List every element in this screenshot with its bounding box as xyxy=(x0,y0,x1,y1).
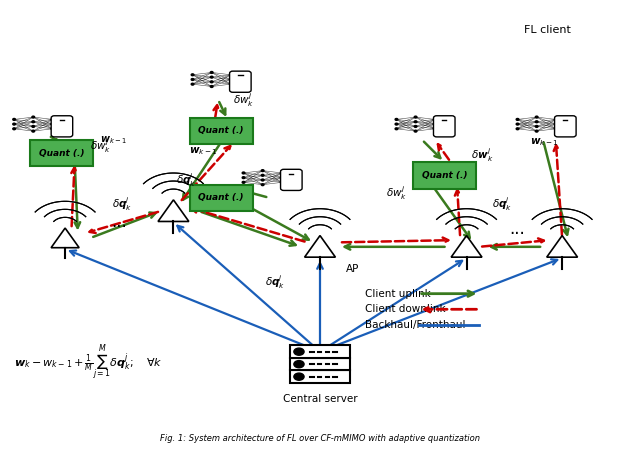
Circle shape xyxy=(211,86,213,88)
Circle shape xyxy=(294,361,304,368)
Circle shape xyxy=(535,126,538,128)
Text: $\boldsymbol{w}_k - w_{k-1} + \frac{1}{M}\sum_{j=1}^{M}\delta\boldsymbol{q}_k^j;: $\boldsymbol{w}_k - w_{k-1} + \frac{1}{M… xyxy=(14,343,163,383)
Text: Quant (.): Quant (.) xyxy=(422,171,467,180)
Circle shape xyxy=(535,116,538,118)
FancyBboxPatch shape xyxy=(280,169,302,190)
FancyBboxPatch shape xyxy=(433,116,455,137)
Circle shape xyxy=(51,128,54,130)
Circle shape xyxy=(280,177,283,179)
Circle shape xyxy=(32,130,35,132)
Circle shape xyxy=(535,130,538,132)
Text: Quant (.): Quant (.) xyxy=(198,193,244,202)
Text: $\delta\boldsymbol{w}_k^j$: $\delta\boldsymbol{w}_k^j$ xyxy=(471,146,493,164)
Circle shape xyxy=(414,116,417,118)
Circle shape xyxy=(230,74,232,76)
Circle shape xyxy=(242,181,245,183)
Circle shape xyxy=(516,123,519,125)
Circle shape xyxy=(554,123,557,125)
Circle shape xyxy=(516,128,519,130)
Circle shape xyxy=(414,126,417,128)
Text: Client uplink: Client uplink xyxy=(365,289,430,299)
Text: $\boldsymbol{w}_{k-1}$: $\boldsymbol{w}_{k-1}$ xyxy=(531,136,559,148)
Circle shape xyxy=(261,174,264,176)
Circle shape xyxy=(261,170,264,172)
Text: ...: ... xyxy=(111,213,127,231)
FancyBboxPatch shape xyxy=(290,358,350,370)
Circle shape xyxy=(191,74,194,76)
Circle shape xyxy=(414,130,417,132)
Text: FL client: FL client xyxy=(524,26,571,35)
FancyBboxPatch shape xyxy=(230,71,251,92)
Circle shape xyxy=(280,172,283,174)
Text: Fig. 1: System architecture of FL over CF-mMIMO with adaptive quantization: Fig. 1: System architecture of FL over C… xyxy=(160,434,480,443)
Text: AP: AP xyxy=(346,264,359,274)
Text: Quant (.): Quant (.) xyxy=(39,149,84,158)
Circle shape xyxy=(261,184,264,185)
Circle shape xyxy=(242,172,245,174)
Circle shape xyxy=(51,123,54,125)
Circle shape xyxy=(414,121,417,123)
Text: Quant (.): Quant (.) xyxy=(198,126,244,135)
Circle shape xyxy=(294,348,304,355)
Circle shape xyxy=(211,71,213,73)
Circle shape xyxy=(191,83,194,85)
Circle shape xyxy=(395,119,398,120)
FancyBboxPatch shape xyxy=(290,370,350,383)
Text: $\delta\boldsymbol{q}_k^j$: $\delta\boldsymbol{q}_k^j$ xyxy=(492,195,513,213)
Circle shape xyxy=(191,79,194,80)
Circle shape xyxy=(211,81,213,83)
Text: $\delta\boldsymbol{q}_k^j$: $\delta\boldsymbol{q}_k^j$ xyxy=(176,171,196,189)
Circle shape xyxy=(51,119,54,120)
FancyBboxPatch shape xyxy=(290,345,350,358)
Text: $\delta\boldsymbol{q}_k^j$: $\delta\boldsymbol{q}_k^j$ xyxy=(112,195,132,213)
Circle shape xyxy=(395,123,398,125)
FancyBboxPatch shape xyxy=(413,162,476,189)
Text: $\boldsymbol{w}_{k-1}$: $\boldsymbol{w}_{k-1}$ xyxy=(100,134,127,145)
FancyBboxPatch shape xyxy=(30,140,93,166)
Text: $\delta w_k^j$: $\delta w_k^j$ xyxy=(386,184,407,202)
FancyBboxPatch shape xyxy=(189,185,253,211)
FancyBboxPatch shape xyxy=(189,118,253,144)
Circle shape xyxy=(294,373,304,380)
Text: $\delta\boldsymbol{q}_k^j$: $\delta\boldsymbol{q}_k^j$ xyxy=(265,273,285,291)
Circle shape xyxy=(211,76,213,78)
Circle shape xyxy=(230,83,232,85)
Circle shape xyxy=(242,177,245,179)
Text: Central server: Central server xyxy=(283,394,357,404)
Text: $\boldsymbol{w}_{k-1}$: $\boldsymbol{w}_{k-1}$ xyxy=(189,145,218,157)
Circle shape xyxy=(280,181,283,183)
Circle shape xyxy=(433,128,436,130)
Text: ...: ... xyxy=(509,220,525,238)
Circle shape xyxy=(433,119,436,120)
Text: Client downlink: Client downlink xyxy=(365,304,445,314)
Circle shape xyxy=(261,179,264,181)
Circle shape xyxy=(395,128,398,130)
FancyBboxPatch shape xyxy=(51,116,73,137)
Circle shape xyxy=(13,119,15,120)
Circle shape xyxy=(230,79,232,80)
Circle shape xyxy=(516,119,519,120)
Circle shape xyxy=(13,128,15,130)
Circle shape xyxy=(433,123,436,125)
Circle shape xyxy=(32,121,35,123)
Circle shape xyxy=(32,126,35,128)
Text: $\delta w_k^j$: $\delta w_k^j$ xyxy=(233,91,254,109)
Circle shape xyxy=(535,121,538,123)
Circle shape xyxy=(13,123,15,125)
Text: Backhaul/Fronthaul: Backhaul/Fronthaul xyxy=(365,320,465,330)
Text: $\delta w_k^j$: $\delta w_k^j$ xyxy=(90,137,111,155)
Circle shape xyxy=(554,128,557,130)
FancyBboxPatch shape xyxy=(555,116,576,137)
Circle shape xyxy=(32,116,35,118)
Circle shape xyxy=(554,119,557,120)
